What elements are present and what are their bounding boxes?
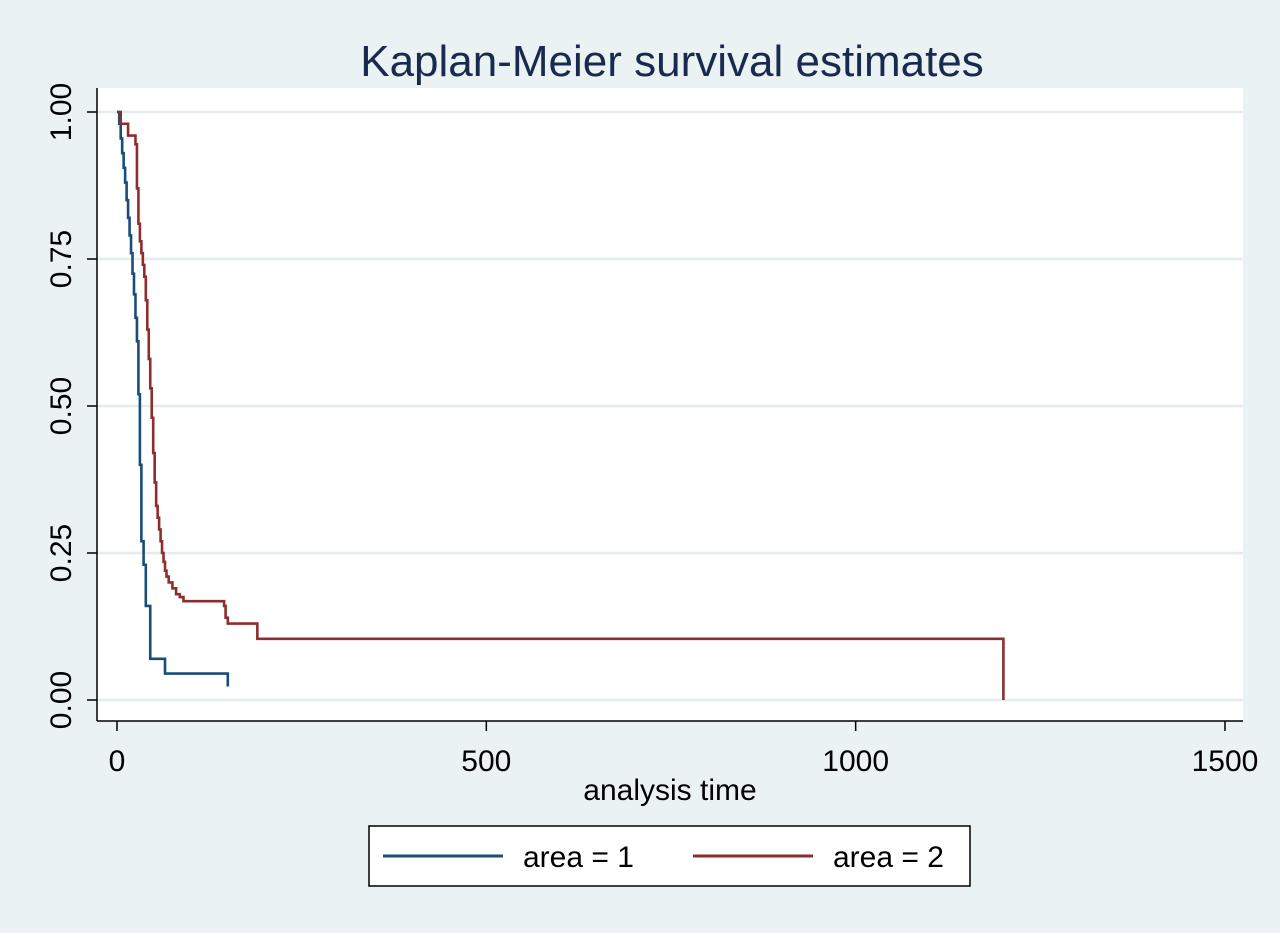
x-axis-ticks: 0 500 1000 1500 xyxy=(109,721,1259,778)
x-tick-label-2: 1000 xyxy=(822,745,889,778)
x-tick-label-0: 0 xyxy=(109,745,126,778)
y-axis-ticks: 0.00 0.25 0.50 0.75 1.00 xyxy=(45,83,97,729)
chart-title: Kaplan-Meier survival estimates xyxy=(360,37,984,86)
series-lines xyxy=(117,110,1005,700)
y-tick-label-1: 0.25 xyxy=(45,524,78,582)
plot-area xyxy=(97,88,1243,721)
axes xyxy=(96,88,1243,722)
x-tick-label-1: 500 xyxy=(461,745,511,778)
y-tick-label-0: 0.00 xyxy=(45,671,78,729)
y-tick-label-2: 0.50 xyxy=(45,377,78,435)
x-axis-label: analysis time xyxy=(583,774,756,807)
y-tick-label-3: 0.75 xyxy=(45,230,78,288)
legend-label-area-2: area = 2 xyxy=(833,841,944,874)
x-tick-label-3: 1500 xyxy=(1192,745,1259,778)
series-line-area-2 xyxy=(117,110,1005,700)
y-tick-label-4: 1.00 xyxy=(45,83,78,141)
series-line-area-1 xyxy=(117,110,230,687)
legend-label-area-1: area = 1 xyxy=(523,841,634,874)
legend: area = 1 area = 2 xyxy=(368,825,971,887)
grid-lines xyxy=(97,110,1243,702)
